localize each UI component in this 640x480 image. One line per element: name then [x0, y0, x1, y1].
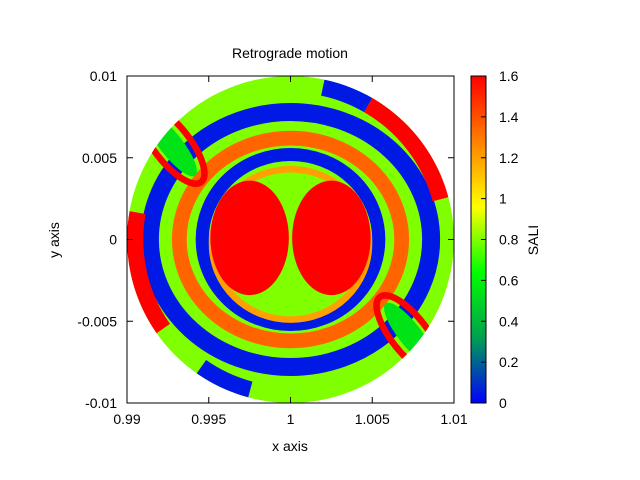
colorbar-tick-label: 1.2 [499, 150, 519, 166]
y-axis: -0.01 -0.005 0 0.005 0.01 [77, 68, 454, 411]
heatmap-region-0 [127, 76, 454, 403]
colorbar-label: SALI [525, 225, 541, 255]
x-tick-label: 0.995 [191, 411, 226, 427]
x-tick-label: 1 [287, 411, 295, 427]
colorbar-tick-label: 0 [499, 395, 507, 411]
heatmap-region-2 [171, 130, 410, 349]
colorbar-tick-label: 0.8 [499, 232, 519, 248]
heatmap-region-1 [140, 102, 441, 377]
heatmap-region-6 [292, 180, 371, 296]
heatmap-region-13 [196, 360, 253, 398]
chart-title: Retrograde motion [232, 45, 348, 61]
y-tick-label: 0.01 [90, 68, 117, 84]
y-axis-label: y axis [46, 222, 62, 258]
colorbar-tick-label: 1.4 [499, 109, 519, 125]
heatmap-region-5 [210, 180, 289, 296]
colorbar-tick-label: 0.4 [499, 313, 519, 329]
y-tick-label: 0 [109, 232, 117, 248]
colorbar-ticks: 0 0.2 0.4 0.6 0.8 1 1.2 1.4 1.6 [481, 68, 519, 411]
heatmap-region-12 [127, 211, 170, 334]
heatmap-area [127, 76, 454, 403]
y-tick-label: 0.005 [82, 150, 117, 166]
x-tick-label: 1.005 [355, 411, 390, 427]
heatmap-region-11 [364, 97, 449, 202]
x-tick-label: 0.99 [113, 411, 140, 427]
colorbar-tick-label: 1.6 [499, 68, 519, 84]
colorbar-tick-label: 1 [499, 191, 507, 207]
heatmap-region-3 [195, 147, 386, 332]
colorbar-tick-label: 0.2 [499, 354, 519, 370]
heatmap-region-14 [321, 79, 373, 113]
x-tick-label: 1.01 [440, 411, 467, 427]
y-tick-label: -0.01 [85, 395, 117, 411]
colorbar-tick-label: 0.6 [499, 272, 519, 288]
y-tick-label: -0.005 [77, 313, 117, 329]
x-axis: 0.99 0.995 1 1.005 1.01 [113, 76, 468, 427]
x-axis-label: x axis [272, 438, 308, 454]
